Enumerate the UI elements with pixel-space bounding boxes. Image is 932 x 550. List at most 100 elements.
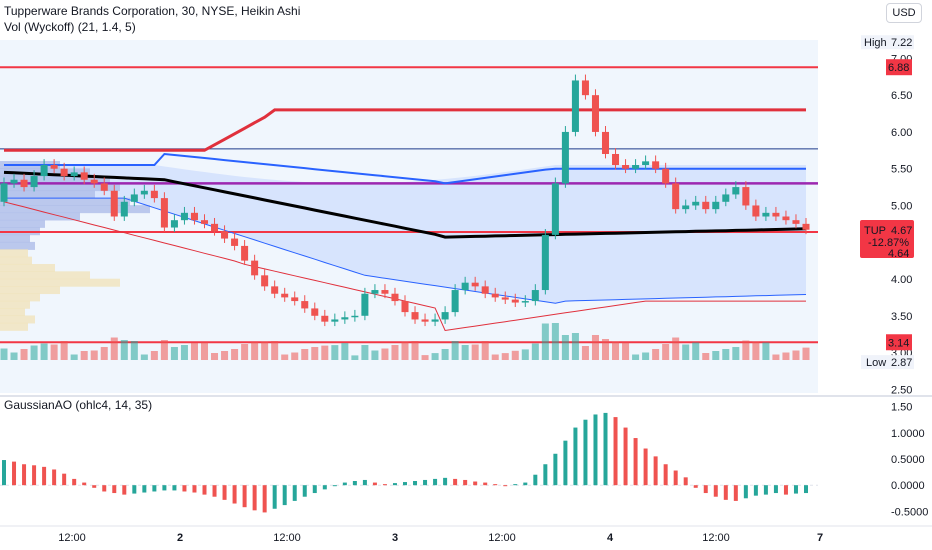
volume-indicator-label[interactable]: Vol (Wyckoff) (21, 1.4, 5) — [4, 20, 136, 34]
candle — [461, 282, 469, 291]
oscillator-bar — [142, 485, 147, 493]
oscillator-bar — [302, 485, 307, 497]
candle — [632, 165, 640, 169]
price-tick-label: 6.00 — [891, 127, 912, 139]
candle — [0, 183, 8, 202]
volume-bar — [792, 350, 800, 360]
volume-bar — [110, 337, 118, 360]
volume-bar — [351, 355, 359, 360]
candle — [180, 212, 188, 221]
volume-bar — [662, 344, 670, 360]
candle — [792, 220, 800, 224]
oscillator-bar — [643, 448, 648, 486]
oscillator-bar — [633, 438, 638, 486]
volume-bar — [451, 341, 459, 360]
volume-bar — [682, 344, 690, 360]
volume-bar — [742, 340, 750, 360]
oscillator-bar — [613, 417, 618, 486]
oscillator-bar — [423, 479, 428, 486]
oscillator-bar — [533, 474, 538, 486]
oscillator-bar — [372, 482, 377, 486]
candle — [601, 131, 610, 154]
currency-button[interactable]: USD — [886, 3, 922, 23]
oscillator-bar — [453, 478, 458, 486]
time-axis-label: 12:00 — [58, 532, 86, 544]
volume-profile-bar — [0, 315, 35, 324]
oscillator-bar — [222, 485, 227, 500]
volume-bar — [672, 337, 680, 360]
price-tick-label: 2.50 — [891, 384, 912, 396]
candle — [581, 80, 589, 96]
candle — [742, 187, 750, 206]
volume-profile-bar — [0, 263, 55, 272]
time-axis-label: 4 — [607, 532, 614, 544]
oscillator-bar — [382, 484, 387, 486]
candle — [341, 317, 349, 320]
candle — [150, 190, 158, 199]
candle — [120, 201, 128, 217]
oscillator-bar — [62, 473, 67, 486]
candle — [100, 183, 108, 191]
volume-bar — [612, 341, 620, 360]
oscillator-bar — [22, 464, 27, 486]
volume-bar — [702, 353, 710, 360]
oscillator-bar — [493, 484, 498, 486]
candle — [712, 201, 720, 210]
candle — [782, 216, 790, 221]
volume-bar — [622, 342, 630, 360]
candle — [190, 212, 198, 221]
volume-bar — [421, 355, 429, 360]
oscillator-bar — [653, 456, 658, 486]
candle — [662, 168, 670, 184]
volume-bar — [692, 342, 700, 360]
candle — [30, 176, 38, 188]
time-axis-label: 7 — [817, 532, 823, 544]
oscillator-bar — [553, 453, 558, 486]
volume-bar — [261, 341, 269, 360]
oscillator-bar — [72, 478, 77, 486]
candle — [421, 319, 429, 322]
volume-bar — [371, 350, 379, 360]
volume-bar — [652, 349, 660, 360]
volume-profile-bar — [0, 300, 30, 309]
price-tick-label: 3.50 — [891, 311, 912, 323]
oscillator-bar — [152, 485, 157, 492]
candle — [431, 319, 439, 322]
oscillator-bar — [603, 412, 608, 486]
oscillator-bar — [182, 485, 187, 492]
volume-bar — [561, 335, 569, 360]
oscillator-tick-label: 0.5000 — [891, 454, 925, 466]
oscillator-bar — [683, 477, 688, 486]
volume-profile-bar — [0, 322, 28, 331]
oscillator-bar — [593, 414, 598, 486]
volume-bar — [90, 350, 98, 360]
volume-bar — [591, 335, 599, 360]
oscillator-bar — [52, 469, 57, 486]
oscillator-bar — [312, 485, 317, 494]
oscillator-bar — [162, 485, 167, 491]
volume-profile-bar — [0, 183, 120, 192]
volume-bar — [762, 342, 770, 360]
volume-profile-bar — [0, 219, 45, 228]
candle — [612, 153, 620, 166]
low-badge-bg — [861, 355, 914, 370]
candle — [491, 293, 499, 298]
oscillator-indicator-label[interactable]: GaussianAO (ohlc4, 14, 35) — [4, 398, 153, 412]
oscillator-bar — [413, 481, 418, 486]
oscillator-bar — [12, 461, 17, 486]
candle — [231, 238, 239, 246]
time-axis-label: 3 — [392, 532, 398, 544]
oscillator-bar — [513, 484, 518, 486]
badge-4-64: 4.64 — [888, 248, 909, 260]
volume-bar — [281, 354, 289, 360]
volume-profile-bar — [0, 271, 90, 280]
high-value: 7.22 — [891, 37, 912, 49]
volume-bar — [130, 341, 138, 360]
volume-bar — [10, 352, 18, 360]
volume-profile-bar — [0, 293, 40, 302]
oscillator-bar — [282, 485, 287, 506]
volume-bar — [501, 353, 509, 360]
oscillator-bar — [122, 485, 127, 495]
oscillator-bar — [503, 485, 508, 487]
